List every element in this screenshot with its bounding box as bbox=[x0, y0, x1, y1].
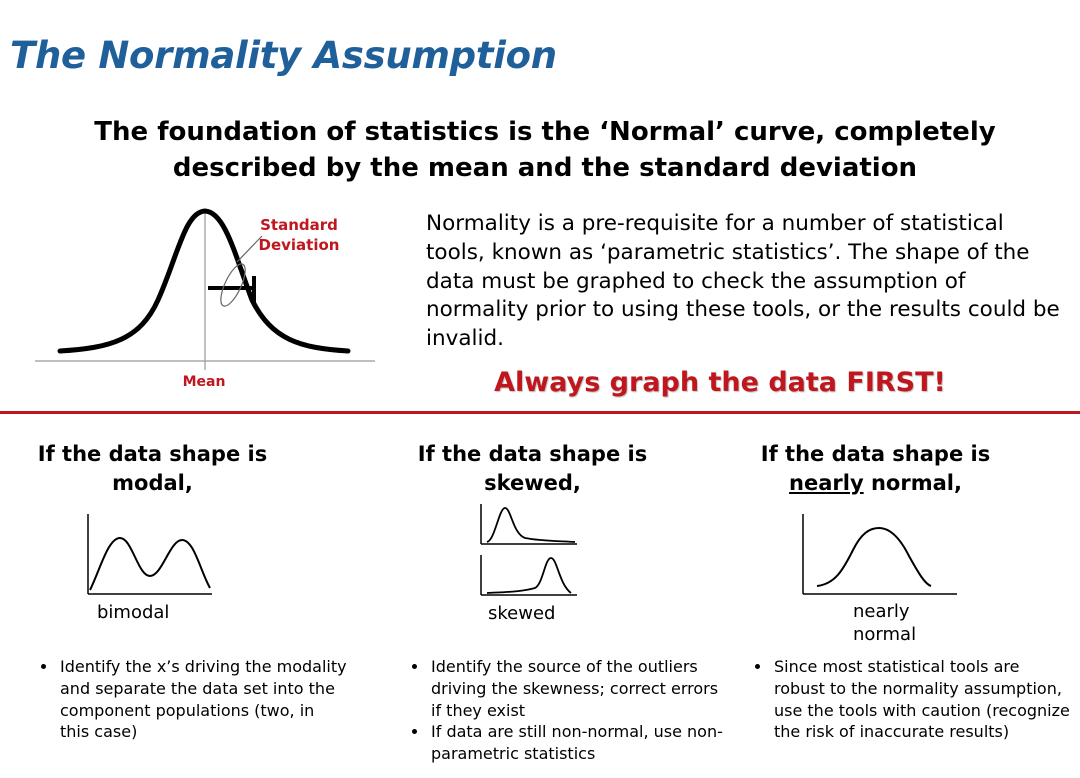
heading-rest: normal, bbox=[863, 471, 962, 495]
column-normal-heading-line1: If the data shape is bbox=[760, 442, 991, 466]
mean-label: Mean bbox=[183, 374, 226, 390]
sd-label-line1: Standard bbox=[260, 216, 338, 234]
intro-paragraph: Normality is a pre-requisite for a numbe… bbox=[426, 211, 1060, 352]
column-modal-heading: If the data shape is modal, bbox=[20, 440, 285, 498]
section-divider bbox=[0, 411, 1080, 414]
column-modal-bullets: Identify the x’s driving the modality an… bbox=[36, 656, 348, 743]
column-normal-heading: If the data shape is nearly normal, bbox=[743, 440, 1008, 498]
column-normal-heading-line2: nearly normal, bbox=[743, 469, 1008, 498]
bimodal-curve bbox=[89, 536, 211, 591]
column-skewed-heading-line2: skewed, bbox=[484, 471, 581, 495]
left-skewed-curve bbox=[486, 557, 572, 594]
bullet-item: If data are still non-normal, use non-pa… bbox=[429, 721, 729, 765]
skewed-caption: skewed bbox=[488, 603, 556, 624]
sd-label-line2: Deviation bbox=[259, 236, 340, 254]
nearly-normal-caption-line1: nearly bbox=[853, 601, 910, 622]
right-skewed-curve bbox=[486, 507, 576, 543]
nearly-normal-caption-line2: normal bbox=[853, 624, 917, 645]
sd-highlight-oval bbox=[220, 263, 246, 307]
normal-curve bbox=[57, 208, 351, 354]
bullet-item: Identify the x’s driving the modality an… bbox=[58, 656, 348, 743]
column-skewed-heading-line1: If the data shape is bbox=[417, 442, 648, 466]
normal-curve-diagram: Standard Deviation Mean bbox=[35, 208, 375, 390]
column-modal-heading-line2: modal, bbox=[112, 471, 193, 495]
underlined-word: nearly bbox=[789, 471, 864, 495]
column-modal-heading-line1: If the data shape is bbox=[37, 442, 268, 466]
callout-text: Always graph the data FIRST! bbox=[494, 367, 946, 398]
bullet-item: Since most statistical tools are robust … bbox=[772, 656, 1072, 743]
column-skewed-bullets: Identify the source of the outliers driv… bbox=[407, 656, 729, 765]
nearly-normal-graph bbox=[802, 514, 957, 595]
column-normal-bullets: Since most statistical tools are robust … bbox=[750, 656, 1072, 743]
subtitle: The foundation of statistics is the ‘Nor… bbox=[94, 117, 996, 183]
bimodal-graph bbox=[87, 514, 212, 595]
nearly-normal-caption: nearly normal bbox=[853, 600, 916, 646]
nearly-normal-curve bbox=[816, 526, 932, 587]
column-skewed-heading: If the data shape is skewed, bbox=[400, 440, 665, 498]
skewed-graphs bbox=[480, 504, 577, 596]
bimodal-caption: bimodal bbox=[97, 602, 170, 623]
sd-pointer bbox=[236, 235, 263, 263]
page-title: The Normality Assumption bbox=[10, 34, 557, 77]
bullet-item: Identify the source of the outliers driv… bbox=[429, 656, 729, 721]
